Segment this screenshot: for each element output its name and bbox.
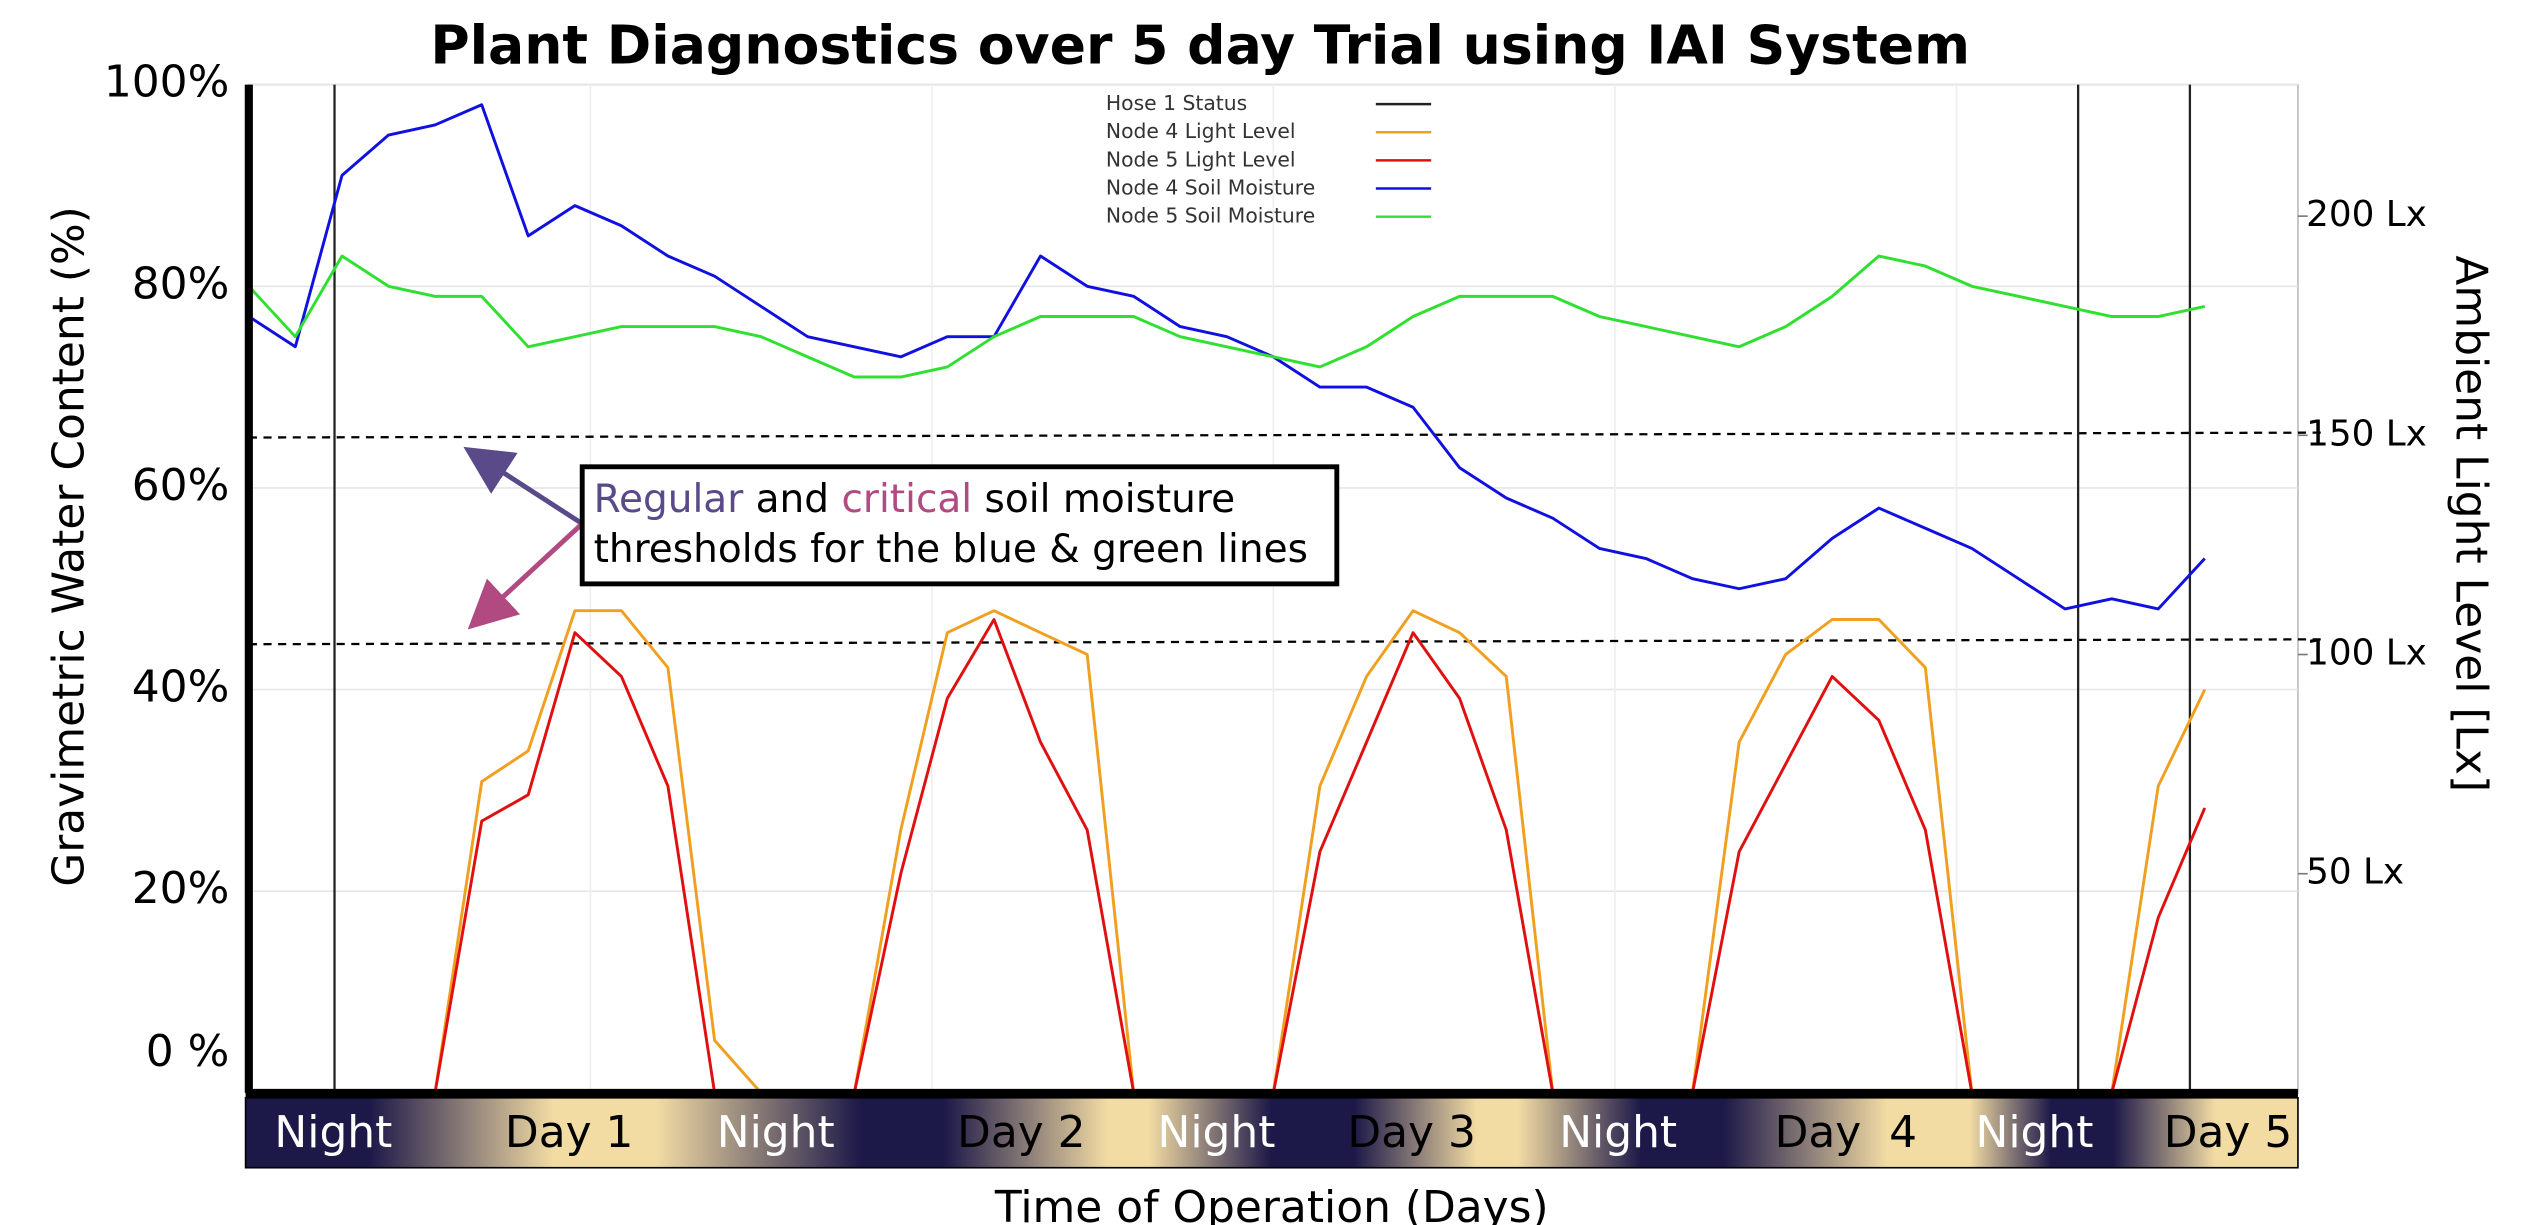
time-band-label: Day 1 [505,1107,634,1158]
time-band-label: Night [1158,1107,1276,1158]
y2-tick-label: 150 Lx [2306,413,2427,454]
annotation-box [579,464,1340,587]
y-axis-label: Gravimetric Water Content (%) [44,206,95,887]
y-tick-label: 0 % [146,1026,230,1077]
annotation-arrow [463,446,584,526]
y2-axis-label: Ambient Light Level [Lx] [2446,255,2497,792]
legend-label: Node 5 Soil Moisture [1106,204,1315,228]
chart-title: Plant Diagnostics over 5 day Trial using… [430,13,1970,76]
annotation-part: soil moisture [972,476,1235,521]
series-line [247,254,2206,379]
series-line [248,103,2206,611]
y-tick-label: 60% [132,460,230,511]
threshold-line [248,431,2323,439]
y2-tick-label: 200 Lx [2306,194,2427,235]
threshold-line [248,638,2323,646]
time-band-label: Day 5 [2164,1107,2293,1158]
y-tick-label: 80% [132,258,230,309]
x-axis-label: Time of Operation (Days) [994,1182,1549,1225]
y2-tick-label: 100 Lx [2306,633,2427,674]
legend-label: Node 4 Soil Moisture [1106,176,1315,200]
y-tick-label: 20% [132,863,230,914]
legend-label: Node 4 Light Level [1106,119,1296,143]
annotation-text: thresholds for the blue & green lines [594,527,1308,572]
time-band-label: Day 4 [1775,1107,1918,1158]
time-band-label: Day 3 [1347,1107,1476,1158]
y-tick-label: 40% [132,662,230,713]
time-band-label: Night [1559,1107,1677,1158]
series-line [248,618,2207,1095]
time-band-label: Night [274,1107,392,1158]
annotation-part: critical [841,476,972,521]
time-band-label: Night [1976,1107,2094,1158]
legend-label: Node 5 Light Level [1106,147,1296,171]
annotation-part: and [743,476,841,521]
annotation-text: Regular and critical soil moisture [594,476,1235,521]
time-band-label: Day 2 [957,1107,1086,1158]
y-tick-label: 100% [104,57,229,108]
legend-label: Hose 1 Status [1106,91,1247,115]
y2-tick-label: 50 Lx [2306,852,2404,893]
annotation-arrow [467,521,584,630]
legend: Hose 1 Status Node 4 Light Level Node 5 Li… [1106,91,1432,228]
annotation-part: Regular [594,476,745,521]
time-band [244,1096,2299,1169]
time-band-label: Night [717,1107,835,1158]
series-line [248,609,2207,1095]
